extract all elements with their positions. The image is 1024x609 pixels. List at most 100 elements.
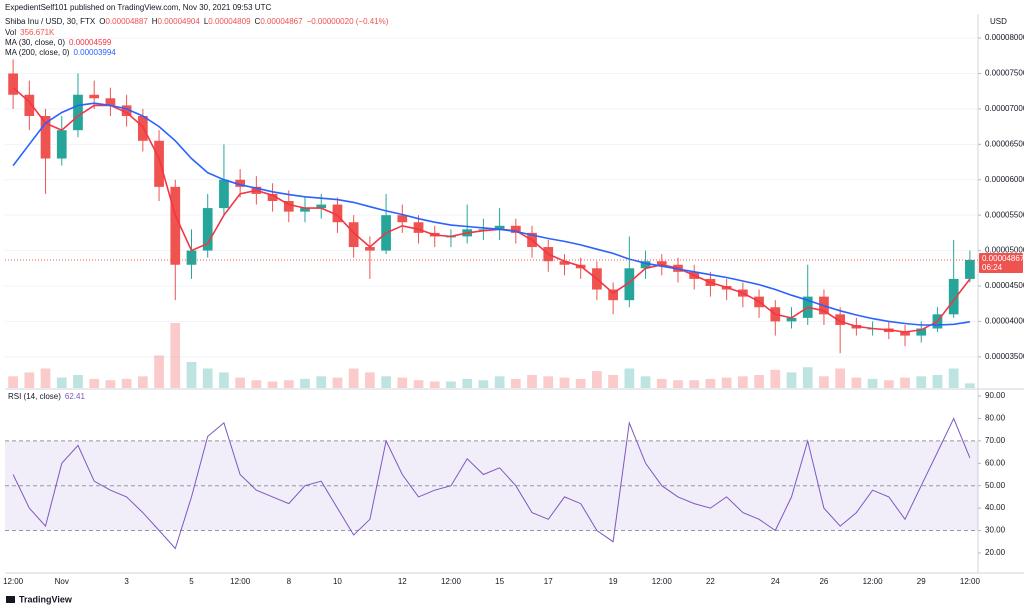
volume-bar <box>770 369 781 388</box>
volume-bar <box>883 380 894 388</box>
last-price-box <box>979 253 1023 274</box>
y-tick-label: 80.00 <box>985 414 1006 423</box>
volume-bar <box>494 376 505 388</box>
rsi-value: 62.41 <box>65 392 86 401</box>
y-tick-label: 0.00006500 <box>985 139 1024 148</box>
volume-bar <box>283 380 294 388</box>
last-price-label: 0.00004867 <box>982 254 1024 263</box>
candle-body <box>656 261 667 265</box>
x-tick-label: Nov <box>55 577 69 586</box>
x-tick-label: 26 <box>819 577 828 586</box>
y-tick-label: 0.00007500 <box>985 69 1024 78</box>
volume-bar <box>786 372 797 388</box>
rsi-title: RSI (14, close) <box>8 392 61 401</box>
symbol: Shiba Inu / USD, 30, FTX <box>5 17 96 26</box>
volume-bar <box>640 376 651 388</box>
ohlc-value: 0.00004809 <box>208 17 251 26</box>
volume-bar <box>267 381 278 388</box>
volume-bar <box>543 376 554 388</box>
ohlc-value: 0.00004867 <box>260 17 303 26</box>
volume-bar <box>121 378 132 388</box>
publisher: ExpedientSelf101 published on TradingVie… <box>5 3 271 12</box>
legend-line: MA (30, close, 0) 0.00004599 <box>5 38 112 47</box>
volume-bar <box>737 376 748 388</box>
ohlc-value: 0.00004887 <box>106 17 149 26</box>
change: −0.00000020 (−0.41%) <box>307 17 389 26</box>
volume-bar <box>56 377 67 388</box>
y-tick-label: 90.00 <box>985 391 1006 400</box>
candle-body <box>640 261 651 269</box>
currency: USD <box>990 17 1007 26</box>
legend-value: 0.00003994 <box>73 48 116 57</box>
volume-bar <box>137 376 148 388</box>
candle-body <box>965 260 975 279</box>
volume-bar <box>446 381 456 388</box>
logo-mark <box>6 596 15 603</box>
x-tick-label: 12:00 <box>652 577 673 586</box>
rsi-line <box>12 417 971 550</box>
volume-bar <box>397 377 408 388</box>
y-tick-label: 0.00005500 <box>985 210 1024 219</box>
volume-bar <box>916 376 927 388</box>
candle-body <box>835 314 846 325</box>
y-tick-label: 60.00 <box>985 458 1006 467</box>
volume-bar <box>673 380 683 388</box>
candle-body <box>559 261 570 265</box>
volume-bar <box>624 368 635 388</box>
volume-bar <box>802 367 813 388</box>
candle-body <box>8 73 18 95</box>
volume-bar <box>235 377 246 388</box>
volume-bar <box>251 380 262 388</box>
volume-bar <box>867 378 878 388</box>
candle-body <box>40 116 51 159</box>
candle-body <box>348 222 359 248</box>
candle-body <box>478 229 489 231</box>
x-tick-label: 12 <box>398 577 407 586</box>
candle-body <box>24 94 35 116</box>
candle-body <box>235 179 246 187</box>
x-tick-label: 3 <box>124 577 129 586</box>
legend-name: MA (200, close, 0) <box>5 48 70 57</box>
legend-name: MA (30, close, 0) <box>5 38 65 47</box>
candle-body <box>186 250 197 265</box>
x-tick-label: 29 <box>917 577 926 586</box>
volume-bar <box>527 375 537 388</box>
volume-bar <box>8 376 18 388</box>
volume-bar <box>592 371 602 388</box>
volume-bar <box>932 375 943 388</box>
ma-line <box>12 102 971 326</box>
ohlc-key: C <box>255 17 261 26</box>
volume-bar <box>689 380 700 388</box>
y-tick-label: 40.00 <box>985 503 1006 512</box>
volume-bar <box>705 378 716 388</box>
x-tick-label: 17 <box>544 577 553 586</box>
x-tick-label: 15 <box>495 577 504 586</box>
volume-bar <box>154 355 164 388</box>
y-tick-label: 0.00008000 <box>985 33 1024 42</box>
volume-bar <box>835 368 846 388</box>
ohlc-key: H <box>152 17 158 26</box>
brand-logo: TradingView <box>6 594 73 604</box>
candle-body <box>300 208 310 212</box>
volume-bar <box>559 377 570 388</box>
candle-body <box>89 94 100 99</box>
volume-bar <box>429 381 440 388</box>
volume-bar <box>478 380 489 388</box>
candle-body <box>267 193 278 201</box>
x-tick-label: 5 <box>189 577 194 586</box>
volume-bar <box>24 372 35 388</box>
volume-bar <box>105 380 116 388</box>
legend-value: 0.00004599 <box>69 38 112 47</box>
volume-bar <box>365 372 375 388</box>
y-tick-label: 0.00006000 <box>985 175 1024 184</box>
volume-bar <box>948 368 959 388</box>
volume-bar <box>510 378 521 388</box>
volume-value: 356.671K <box>20 28 55 37</box>
y-tick-label: 70.00 <box>985 436 1006 445</box>
candle-body <box>900 332 910 336</box>
volume-bar <box>656 378 667 388</box>
legend-line: Vol 356.671K <box>5 28 55 37</box>
x-tick-label: 24 <box>771 577 780 586</box>
